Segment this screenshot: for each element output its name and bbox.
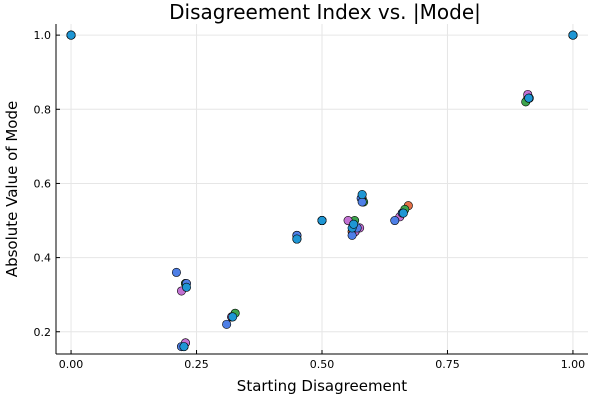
scatter-point	[524, 93, 534, 103]
y-axis-label: Absolute Value of Mode	[3, 101, 21, 277]
scatter-point	[357, 190, 367, 200]
scatter-point	[292, 234, 302, 244]
points-layer	[66, 30, 578, 352]
y-tick-label: 0.6	[34, 177, 52, 190]
scatter-point	[66, 30, 76, 40]
x-tick-label: 0.50	[310, 358, 335, 371]
scatter-point	[398, 208, 408, 218]
scatter-point	[390, 216, 400, 226]
ticks-layer: 0.00 0.25 0.50 0.75 1.00 0.2 0.4 0.6 0.8 1.0	[34, 29, 586, 371]
scatter-point	[179, 342, 189, 352]
x-tick-label: 0.75	[435, 358, 460, 371]
y-tick-label: 0.4	[34, 252, 52, 265]
scatter-point	[171, 267, 181, 277]
scatter-point	[349, 219, 359, 229]
y-tick-label: 1.0	[34, 29, 52, 42]
x-axis-label: Starting Disagreement	[237, 377, 407, 395]
x-tick-label: 0.00	[59, 358, 84, 371]
scatter-point	[228, 312, 238, 322]
x-tick-label: 0.25	[184, 358, 209, 371]
x-tick-label: 1.00	[561, 358, 586, 371]
y-tick-label: 0.8	[34, 103, 52, 116]
chart-title: Disagreement Index vs. |Mode|	[169, 0, 481, 24]
grid-layer	[56, 24, 588, 354]
scatter-point	[568, 30, 578, 40]
y-tick-label: 0.2	[34, 326, 52, 339]
scatter-point	[317, 216, 327, 226]
scatter-point	[181, 282, 191, 292]
scatter-point	[222, 319, 232, 329]
